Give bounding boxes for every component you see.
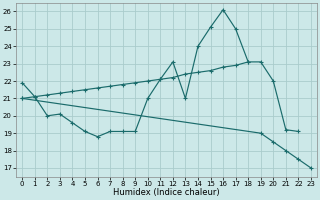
X-axis label: Humidex (Indice chaleur): Humidex (Indice chaleur) xyxy=(113,188,220,197)
